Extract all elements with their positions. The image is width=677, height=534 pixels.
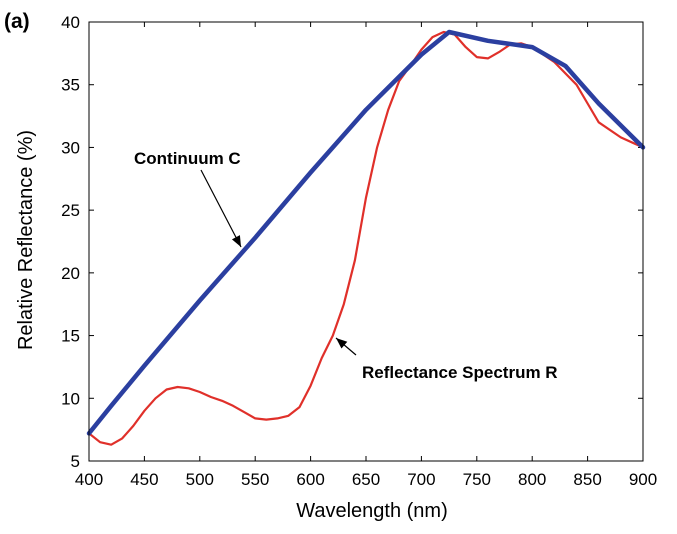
y-tick-label: 15	[61, 327, 80, 346]
y-tick-labels: 5 10 15 20 25 30 35 40	[61, 13, 80, 471]
x-tick-label: 500	[186, 470, 214, 489]
x-tick-label: 400	[75, 470, 103, 489]
x-tick-label: 550	[241, 470, 269, 489]
x-tick-label: 700	[407, 470, 435, 489]
y-tick-label: 5	[71, 452, 80, 471]
x-tick-label: 800	[518, 470, 546, 489]
continuum-arrow-line	[200, 169, 242, 248]
reflectance-series-line	[87, 30, 645, 446]
continuum-series-line	[86, 29, 646, 436]
x-tick-label: 750	[463, 470, 491, 489]
x-tick-label: 650	[352, 470, 380, 489]
y-tick-label: 20	[61, 264, 80, 283]
x-tick-labels: 400 450 500 550 600 650 700 750 800 850 900	[75, 470, 657, 489]
y-tick-label: 30	[61, 138, 80, 157]
y-tick-label: 25	[61, 201, 80, 220]
panel-label: (a)	[4, 10, 30, 33]
x-tick-label: 900	[629, 470, 657, 489]
y-tick-label: 40	[61, 13, 80, 32]
axis-ticks	[88, 21, 644, 462]
continuum-label: Continuum C	[134, 149, 241, 168]
x-tick-label: 850	[573, 470, 601, 489]
annotations: Continuum C Reflectance Spectrum R	[134, 149, 558, 382]
x-axis-title: Wavelength (nm)	[296, 500, 448, 522]
y-tick-label: 35	[61, 76, 80, 95]
reflectance-arrow-head	[336, 338, 348, 349]
series-group	[86, 29, 646, 446]
continuum-arrow-head	[231, 235, 241, 247]
plot-frame	[88, 21, 644, 462]
reflectance-label: Reflectance Spectrum R	[362, 363, 558, 382]
x-tick-label: 600	[296, 470, 324, 489]
y-axis-title: Relative Reflectance (%)	[15, 130, 37, 350]
x-tick-label: 450	[130, 470, 158, 489]
y-tick-label: 10	[61, 389, 80, 408]
